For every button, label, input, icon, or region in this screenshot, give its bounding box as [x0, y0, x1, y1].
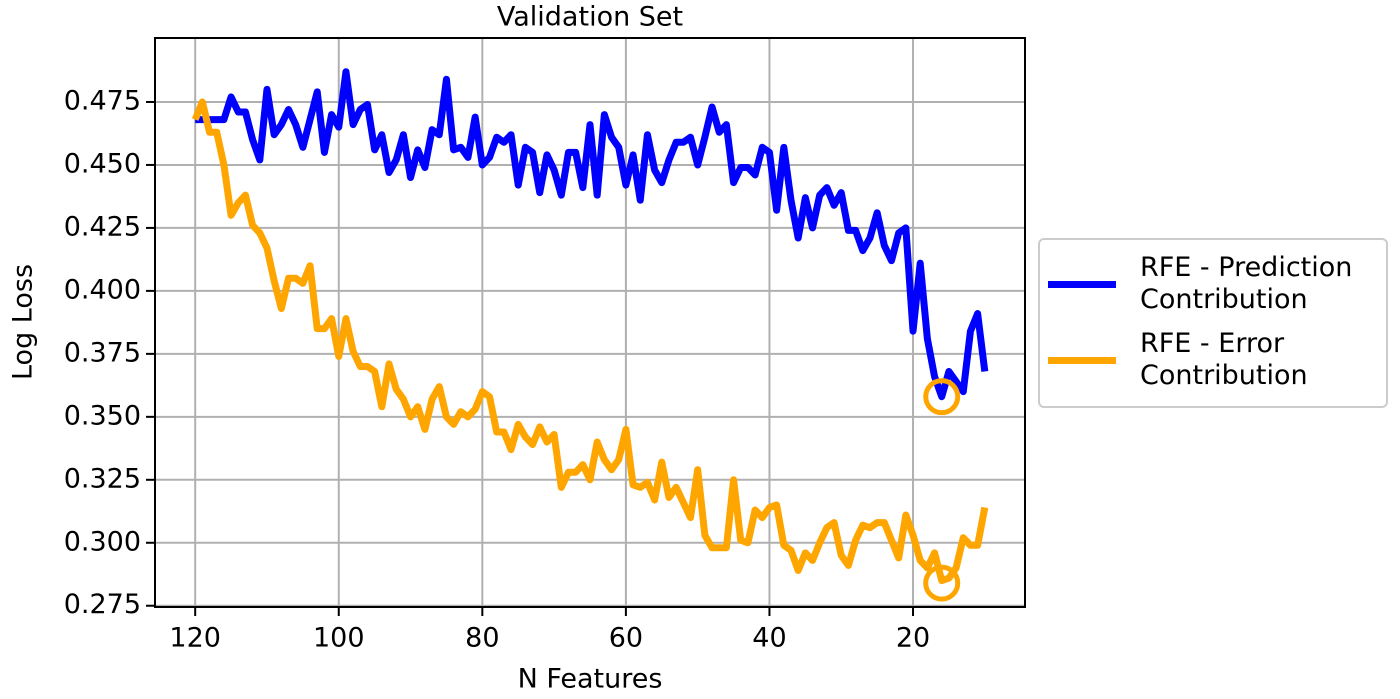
legend-entry: RFE - Error Contribution — [1048, 328, 1386, 392]
x-tick-label: 100 — [313, 623, 365, 654]
legend-label: RFE - Error Contribution — [1140, 328, 1308, 391]
y-tick-label: 0.450 — [64, 148, 141, 179]
legend-entry: RFE - Prediction Contribution — [1048, 252, 1386, 316]
x-tick-label: 60 — [609, 623, 643, 654]
y-tick-label: 0.375 — [64, 337, 141, 368]
y-tick-label: 0.475 — [64, 85, 141, 116]
x-tick-label: 80 — [465, 623, 499, 654]
x-tick-label: 40 — [752, 623, 786, 654]
y-tick-label: 0.300 — [64, 526, 141, 557]
legend-swatch — [1048, 280, 1116, 288]
y-axis-label: Log Loss — [8, 264, 39, 380]
plot-frame — [154, 37, 1026, 608]
y-tick-label: 0.350 — [64, 400, 141, 431]
series-line — [191, 98, 989, 585]
y-tick-label: 0.400 — [64, 274, 141, 305]
y-tick-label: 0.325 — [64, 463, 141, 494]
highlight-circle — [923, 564, 961, 602]
highlight-circle — [923, 378, 961, 416]
legend-swatch — [1048, 356, 1116, 364]
x-tick-label: 120 — [169, 623, 221, 654]
series-line — [195, 68, 989, 401]
x-axis-label: N Features — [518, 664, 663, 695]
y-tick-label: 0.425 — [64, 211, 141, 242]
x-tick-label: 20 — [896, 623, 930, 654]
legend-label: RFE - Prediction Contribution — [1140, 252, 1353, 315]
legend: RFE - Prediction Contribution RFE - Error… — [1038, 238, 1388, 408]
chart-title: Validation Set — [497, 2, 683, 33]
y-tick-label: 0.275 — [64, 589, 141, 620]
